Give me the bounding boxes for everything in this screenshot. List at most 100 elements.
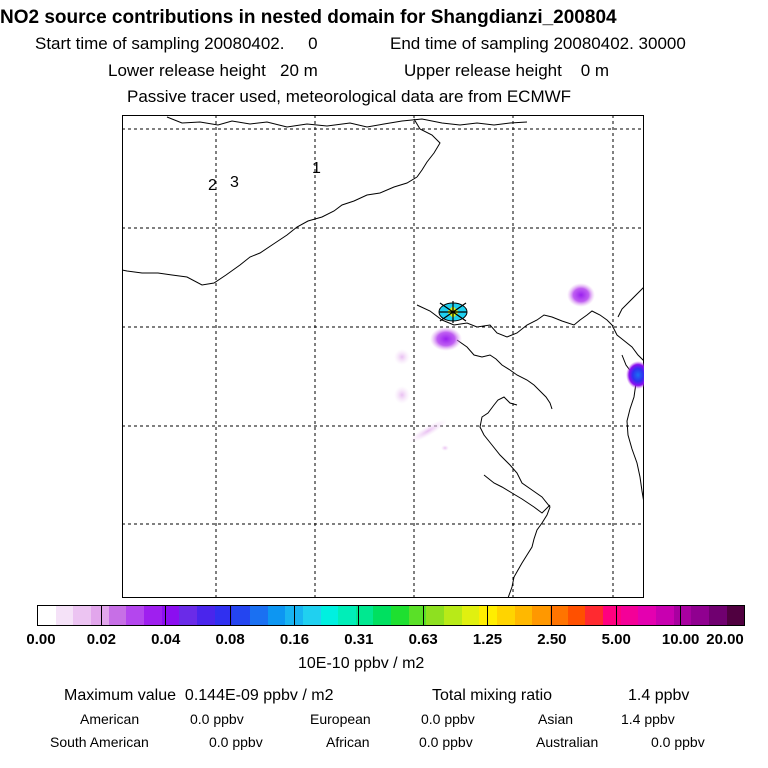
receptor-site-marker [438,301,468,323]
american-label: American [80,711,140,727]
colorbar-segment [232,606,250,625]
colorbar-divider [293,605,295,626]
colorbar-tick-label: 2.50 [537,631,567,648]
south-american-label: South American [50,734,149,750]
colorbar-segment [73,606,91,625]
colorbar-segment [126,606,144,625]
colorbar-segment [196,606,215,625]
colorbar-divider [229,605,231,626]
colorbar-divider [165,605,167,626]
concentration-plumes [394,283,644,451]
colorbar-segment [320,606,339,625]
colorbar-tick-label: 20.00 [706,631,744,648]
colorbar-segment [143,606,162,625]
lower-release-height: Lower release height 20 m [108,61,318,80]
colorbar-tick-label: 0.63 [408,631,438,648]
african-value: 0.0 ppbv [419,734,473,750]
tracer-note: Passive tracer used, meteorological data… [127,87,572,106]
colorbar-segment [691,606,709,625]
colorbar-segment [302,606,321,625]
colorbar-segment [214,606,233,625]
colorbar-tick-label: 0.31 [344,631,374,648]
colorbar-segment [355,606,374,625]
colorbar-divider [487,605,489,626]
colorbar-segment [532,606,551,625]
european-value: 0.0 ppbv [421,711,475,727]
colorbar-segment [108,606,127,625]
colorbar-tick-label: 0.00 [26,631,56,648]
colorbar-tick-label: 0.16 [279,631,310,648]
colorbar-segment [373,606,392,625]
colorbar-segment [550,606,568,625]
site-label-2: 2 [208,177,217,194]
colorbar-segment [179,606,197,625]
colorbar-segment [338,606,356,625]
map-frame [122,115,644,598]
colorbar-segment [391,606,409,625]
south-american-value: 0.0 ppbv [209,734,263,750]
site-label-1: 1 [312,160,321,177]
plume-main [430,327,462,351]
african-label: African [326,734,370,750]
colorbar-segment [461,606,480,625]
colorbar-segment [726,606,745,625]
asian-value: 1.4 ppbv [621,711,675,727]
asian-label: Asian [538,711,574,727]
colorbar-tick-label: 1.25 [472,631,503,648]
colorbar-tick-label: 10.00 [661,631,700,648]
colorbar-tick-label: 0.02 [86,631,116,648]
colorbar-divider [615,605,617,626]
colorbar-segment [426,606,445,625]
plume-light-4 [441,445,449,451]
colorbar [37,605,745,626]
colorbar-tick-label: 0.08 [215,631,245,648]
european-label: European [310,711,371,727]
colorbar-tick-label: 0.04 [151,631,181,648]
colorbar-segment [249,606,268,625]
map-svg: 1 2 3 [122,115,644,598]
max-value: Maximum value 0.144E-09 ppbv / m2 [64,687,334,704]
american-value: 0.0 ppbv [190,711,244,727]
map-grid [122,115,644,598]
plume-east [626,361,644,389]
colorbar-segment [497,606,515,625]
plume-light-1 [394,349,410,365]
colorbar-segment [673,606,692,625]
colorbar-segment [638,606,656,625]
total-mixing-label: Total mixing ratio [432,687,553,704]
colorbar-segment [708,606,727,625]
australian-label: Australian [536,734,599,750]
colorbar-segment [655,606,674,625]
colorbar-divider [358,605,360,626]
marker-cross [439,301,467,323]
colorbar-segment [585,606,603,625]
colorbar-units: 10E-10 ppbv / m2 [298,655,425,672]
upper-release-height: Upper release height 0 m [404,61,610,80]
colorbar-segment [55,606,74,625]
colorbar-tick-label: 5.00 [601,631,631,648]
total-mixing-value: 1.4 ppbv [628,687,690,704]
colorbar-divider [100,605,102,626]
colorbar-segment [620,606,639,625]
colorbar-divider [422,605,424,626]
plume-northeast [567,283,595,307]
colorbar-divider [551,605,553,626]
colorbar-segment [479,606,498,625]
colorbar-segment [444,606,462,625]
colorbar-segment [38,606,56,625]
chart-title: NO2 source contributions in nested domai… [0,7,617,28]
australian-value: 0.0 ppbv [651,734,705,750]
site-label-3: 3 [230,174,239,191]
colorbar-segment [603,606,621,625]
start-time: Start time of sampling 20080402. 0 [35,34,318,53]
plume-light-2 [394,386,410,404]
map-panel: 1 2 3 [122,115,644,598]
colorbar-segment [267,606,286,625]
colorbar-segment [90,606,109,625]
colorbar-segment [567,606,586,625]
end-time: End time of sampling 20080402. 30000 [390,34,686,53]
colorbar-divider [680,605,682,626]
colorbar-segment [514,606,533,625]
plume-light-3 [408,419,448,443]
colorbar-segment [408,606,427,625]
